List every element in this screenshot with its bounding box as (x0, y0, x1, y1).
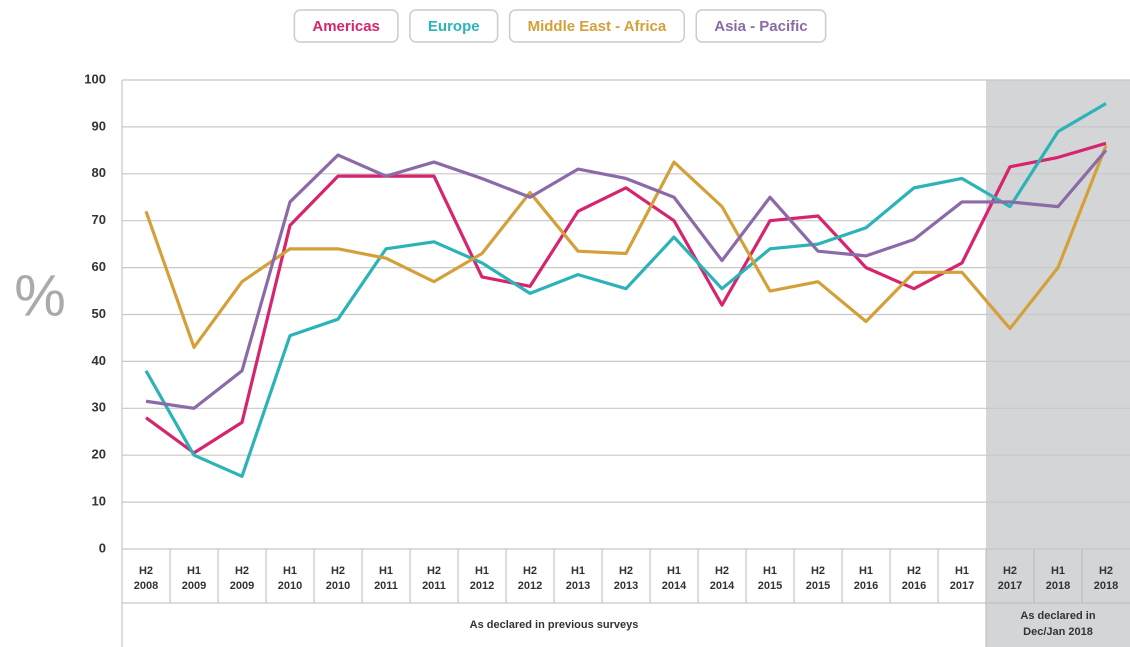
x-tick-label: 2014 (662, 580, 687, 592)
legend-label: Europe (428, 18, 480, 35)
x-tick-label: 2017 (998, 580, 1022, 592)
x-tick-label: 2016 (902, 580, 926, 592)
x-tick-label: H2 (331, 565, 345, 577)
legend-label: Asia - Pacific (714, 18, 807, 35)
x-tick-label: H1 (187, 565, 201, 577)
x-tick-label: H1 (1051, 565, 1065, 577)
annotation: Dec/Jan 2018 (1023, 626, 1093, 638)
legend-box (508, 9, 685, 43)
legend-label: Middle East - Africa (528, 18, 667, 35)
x-tick-label: 2012 (518, 580, 542, 592)
y-tick-label: 20 (92, 447, 106, 462)
y-tick-label: 50 (92, 306, 106, 321)
x-tick-label: 2018 (1046, 580, 1070, 592)
legend-item: Europe (409, 9, 499, 43)
x-tick-label: 2009 (230, 580, 254, 592)
x-tick-label: 2015 (806, 580, 830, 592)
x-tick-label: H2 (907, 565, 921, 577)
y-tick-label: 80 (92, 165, 106, 180)
x-tick-label: 2011 (422, 580, 446, 592)
x-tick-label: H1 (283, 565, 297, 577)
y-tick-label: 60 (92, 259, 106, 274)
y-tick-label: 40 (92, 353, 106, 368)
x-tick-label: 2016 (854, 580, 878, 592)
series-line (144, 145, 1108, 349)
x-tick-label: H2 (427, 565, 441, 577)
x-tick-label: H1 (379, 565, 393, 577)
x-tick-label: H2 (235, 565, 249, 577)
y-tick-label: 30 (92, 400, 106, 415)
x-tick-label: 2009 (182, 580, 206, 592)
x-tick-label: 2015 (758, 580, 782, 592)
legend-item: Americas (293, 9, 399, 43)
annotation: As declared in previous surveys (470, 619, 639, 631)
legend-item: Asia - Pacific (695, 9, 827, 43)
x-tick-label: H2 (811, 565, 825, 577)
y-axis-label: % (14, 263, 66, 328)
x-tick-label: H2 (1099, 565, 1113, 577)
x-tick-label: 2010 (278, 580, 302, 592)
series-line (145, 141, 1107, 455)
x-tick-label: 2017 (950, 580, 974, 592)
x-tick-label: H1 (475, 565, 489, 577)
x-tick-label: 2018 (1094, 580, 1118, 592)
x-tick-label: 2008 (134, 580, 158, 592)
x-tick-label: H1 (859, 565, 873, 577)
x-tick-label: 2012 (470, 580, 494, 592)
legend-label: Americas (312, 18, 380, 35)
legend-box (409, 9, 499, 43)
legend-box (293, 9, 399, 43)
x-tick-label: 2010 (326, 580, 350, 592)
x-tick-label: 2013 (566, 580, 590, 592)
y-tick-label: 100 (84, 71, 106, 86)
x-tick-label: H1 (667, 565, 681, 577)
shaded-region (986, 80, 1130, 647)
legend-box (695, 9, 827, 43)
y-tick-label: 10 (92, 494, 106, 509)
legend-item: Middle East - Africa (508, 9, 685, 43)
x-tick-label: H2 (523, 565, 537, 577)
x-tick-label: 2011 (374, 580, 398, 592)
x-tick-label: H1 (955, 565, 969, 577)
x-tick-label: H1 (571, 565, 585, 577)
y-tick-label: 90 (92, 118, 106, 133)
x-tick-label: H2 (619, 565, 633, 577)
y-tick-label: 0 (99, 540, 106, 555)
y-tick-label: 70 (92, 212, 106, 227)
series-line (145, 149, 1108, 410)
annotation: As declared in (1020, 610, 1095, 622)
x-tick-label: 2014 (710, 580, 735, 592)
x-tick-label: H2 (1003, 565, 1017, 577)
x-tick-label: 2013 (614, 580, 638, 592)
x-tick-label: H1 (763, 565, 777, 577)
series-line (144, 102, 1107, 478)
x-tick-label: H2 (139, 565, 153, 577)
x-tick-label: H2 (715, 565, 729, 577)
